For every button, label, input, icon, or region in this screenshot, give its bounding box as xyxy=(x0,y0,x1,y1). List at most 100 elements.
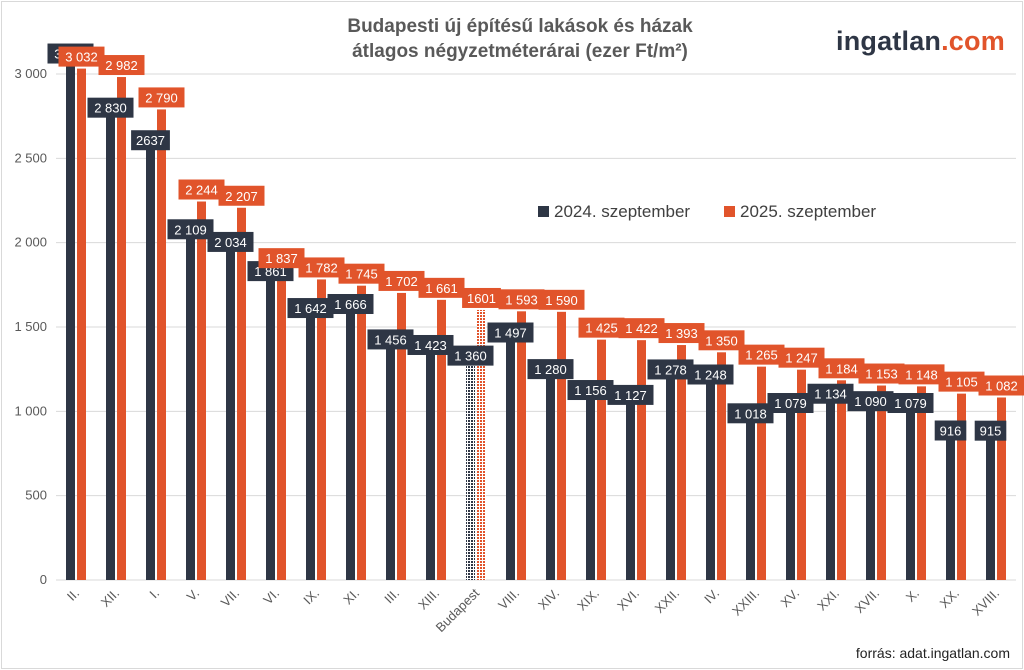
data-label-2025: 1 593 xyxy=(505,292,538,307)
data-label-2025: 2 207 xyxy=(225,189,258,204)
bar-2025 xyxy=(277,270,286,580)
data-label-box-2024 xyxy=(767,393,814,414)
bar-2024 xyxy=(66,48,75,581)
category-label: VI. xyxy=(260,586,282,608)
data-label-box-2024 xyxy=(487,322,534,343)
y-tick-label: 500 xyxy=(25,488,47,503)
chart-title-line2: átlagos négyzetméterárai (ezer Ft/m²) xyxy=(352,41,688,62)
data-label-box-2025 xyxy=(462,287,501,308)
category-label: XIII. xyxy=(415,586,442,613)
data-label-box-2025 xyxy=(738,344,785,365)
data-label-box-2025 xyxy=(578,317,625,338)
data-label-box-2024 xyxy=(887,393,934,414)
ingatlan-logo: ingatlan.com xyxy=(836,26,1005,57)
data-label-2025: 1 105 xyxy=(945,375,978,390)
legend-label-2024: 2024. szeptember xyxy=(554,202,690,221)
bar-2024 xyxy=(626,389,635,580)
data-label-box-2024 xyxy=(207,231,254,252)
data-label-box-2025 xyxy=(978,375,1024,396)
data-label-box-2024 xyxy=(647,359,694,380)
y-tick-label: 1 000 xyxy=(14,403,47,418)
data-label-2024: 1 456 xyxy=(374,332,407,347)
data-label-2025: 1 184 xyxy=(825,361,858,376)
data-label-2024: 1 090 xyxy=(854,394,887,409)
bar-2025 xyxy=(477,309,486,580)
data-label-box-2025 xyxy=(138,87,185,108)
bar-2025 xyxy=(797,369,806,580)
data-label-box-2024 xyxy=(847,391,894,412)
data-label-box-2025 xyxy=(818,358,865,379)
legend-swatch-2025 xyxy=(724,206,735,217)
data-label-box-2024 xyxy=(167,219,214,240)
data-label-2024: 1 248 xyxy=(694,368,727,383)
data-label-box-2024 xyxy=(687,364,734,385)
bar-2025 xyxy=(117,77,126,580)
data-label-2025: 1 350 xyxy=(705,333,738,348)
bar-2024 xyxy=(786,398,795,580)
data-label-2025: 2 244 xyxy=(185,183,218,198)
bar-2024 xyxy=(986,425,995,580)
category-label: XVI. xyxy=(614,586,642,614)
data-label-2025: 1 422 xyxy=(625,321,658,336)
data-label-2024: 1 280 xyxy=(534,362,567,377)
data-label-box-2025 xyxy=(178,179,225,200)
y-tick-label: 3 000 xyxy=(14,66,47,81)
data-label-2025: 1 425 xyxy=(585,321,618,336)
category-label: V. xyxy=(184,586,202,604)
category-label: X. xyxy=(903,586,922,605)
bar-2024 xyxy=(466,350,475,580)
data-label-box-2025 xyxy=(898,364,945,385)
data-label-2025: 2 790 xyxy=(145,90,178,105)
y-tick-label: 1 500 xyxy=(14,319,47,334)
data-label-box-2025 xyxy=(778,347,825,368)
category-label: XX. xyxy=(937,586,962,611)
data-label-2025: 1 153 xyxy=(865,367,898,382)
data-label-2025: 1 265 xyxy=(745,348,778,363)
bar-2025 xyxy=(997,397,1006,580)
bar-2024 xyxy=(186,224,195,581)
category-label: XIX. xyxy=(574,586,602,614)
data-label-box-2025 xyxy=(338,263,385,284)
bar-2024 xyxy=(106,102,115,580)
bar-2025 xyxy=(597,339,606,580)
data-label-box-2024 xyxy=(934,420,967,441)
data-label-2024: 1 079 xyxy=(774,396,807,411)
bar-2024 xyxy=(906,398,915,580)
bar-2024 xyxy=(506,327,515,580)
y-tick-label: 2 000 xyxy=(14,235,47,250)
data-label-box-2025 xyxy=(218,185,265,206)
y-tick-label: 2 500 xyxy=(14,150,47,165)
data-label-box-2025 xyxy=(418,277,465,298)
bar-2024 xyxy=(386,334,395,580)
chart-title-line1: Budapesti új építésű lakások és házak xyxy=(347,16,693,37)
data-label-2024: 1 079 xyxy=(894,396,927,411)
data-label-box-2024 xyxy=(807,383,854,404)
data-label-box-2024 xyxy=(447,345,494,366)
data-label-2024: 2 109 xyxy=(174,222,207,237)
logo-text-main: ingatlan xyxy=(836,26,942,56)
bar-2024 xyxy=(426,339,435,580)
data-label-box-2025 xyxy=(378,270,425,291)
bar-2025 xyxy=(197,201,206,580)
data-label-2024: 1 134 xyxy=(814,387,847,402)
category-label: VIII. xyxy=(495,586,522,613)
bar-2025 xyxy=(517,311,526,580)
data-label-2025: 2 982 xyxy=(105,58,138,73)
bar-2024 xyxy=(586,385,595,580)
data-label-box-2025 xyxy=(258,248,305,269)
data-label-box-2024 xyxy=(327,294,374,315)
data-label-2024: 1 018 xyxy=(734,406,767,421)
data-label-box-2024 xyxy=(367,329,414,350)
data-label-box-2025 xyxy=(658,323,705,344)
data-label-2025: 1601 xyxy=(467,291,496,306)
data-label-2024: 915 xyxy=(980,424,1002,439)
category-label: II. xyxy=(64,586,82,604)
data-label-box-2024 xyxy=(567,380,614,401)
bar-2025 xyxy=(757,366,766,580)
data-label-2024: 916 xyxy=(940,424,962,439)
data-label-2024: 2637 xyxy=(136,133,165,148)
bar-2025 xyxy=(637,340,646,580)
source-note: forrás: adat.ingatlan.com xyxy=(855,645,1010,661)
bar-2024 xyxy=(146,135,155,580)
bar-2025 xyxy=(677,345,686,580)
